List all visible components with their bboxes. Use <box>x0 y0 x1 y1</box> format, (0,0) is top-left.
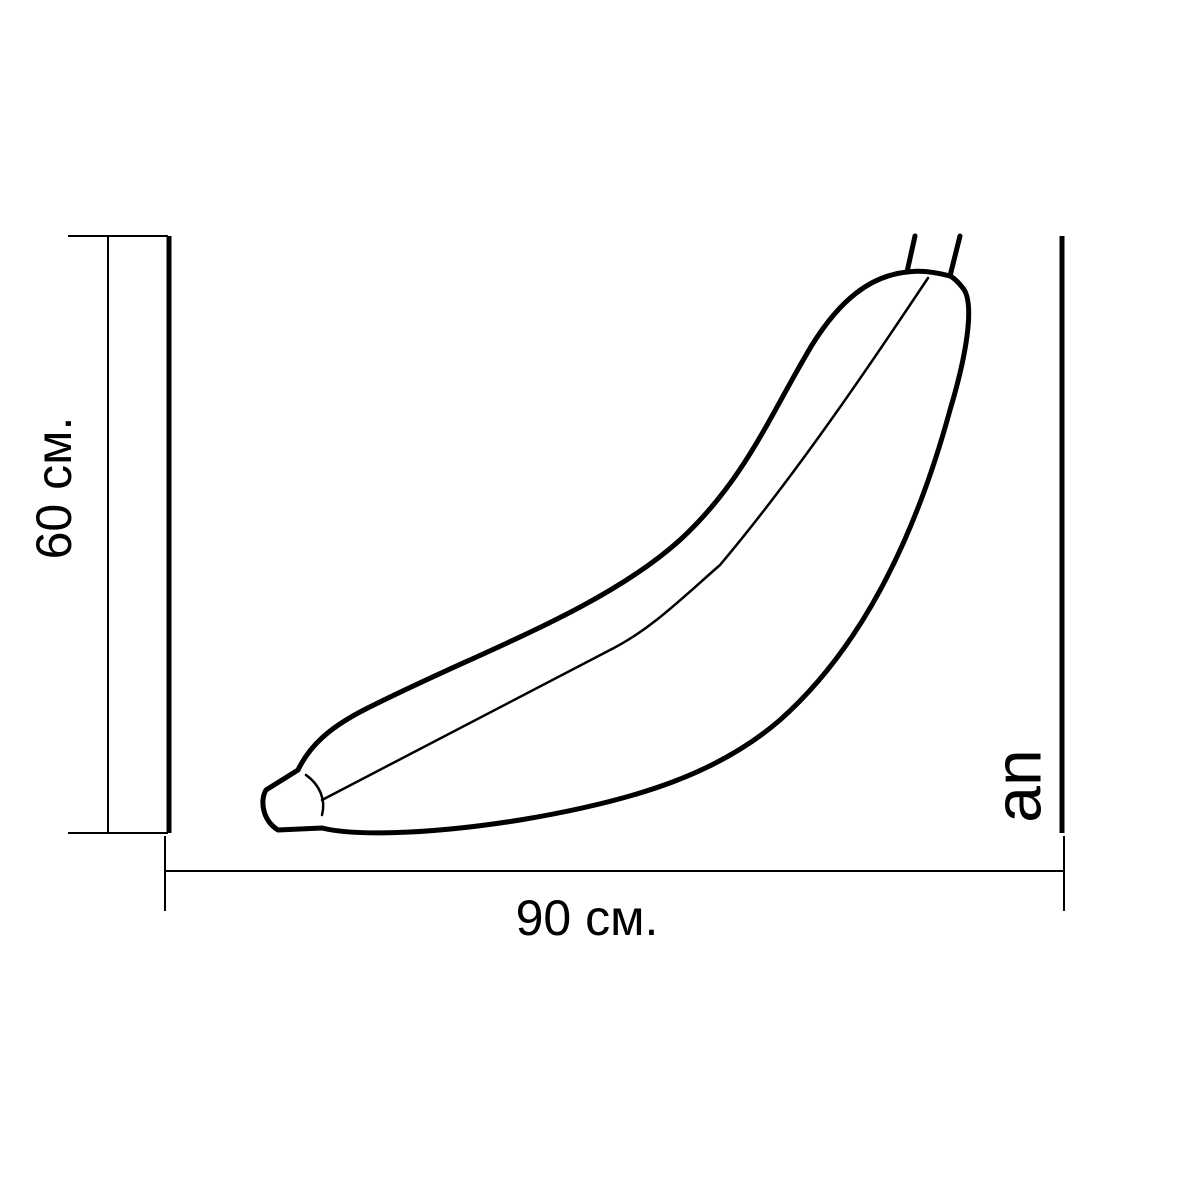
width-dimension-label: 90 см. <box>516 890 659 946</box>
height-dimension: 60 см. <box>26 235 168 834</box>
width-dimension: 90 см. <box>164 836 1065 946</box>
banana-tip-ring <box>304 773 325 817</box>
brand-logo-text: an <box>980 749 1054 822</box>
banana-seam-line <box>320 276 930 802</box>
banana-illustration <box>260 233 972 836</box>
height-dimension-label: 60 см. <box>26 417 82 560</box>
banana-body-outline <box>260 268 972 836</box>
banana-stem <box>904 233 963 279</box>
